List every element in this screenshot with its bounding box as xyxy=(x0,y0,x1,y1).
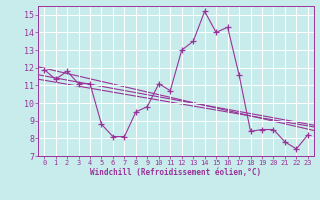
X-axis label: Windchill (Refroidissement éolien,°C): Windchill (Refroidissement éolien,°C) xyxy=(91,168,261,177)
